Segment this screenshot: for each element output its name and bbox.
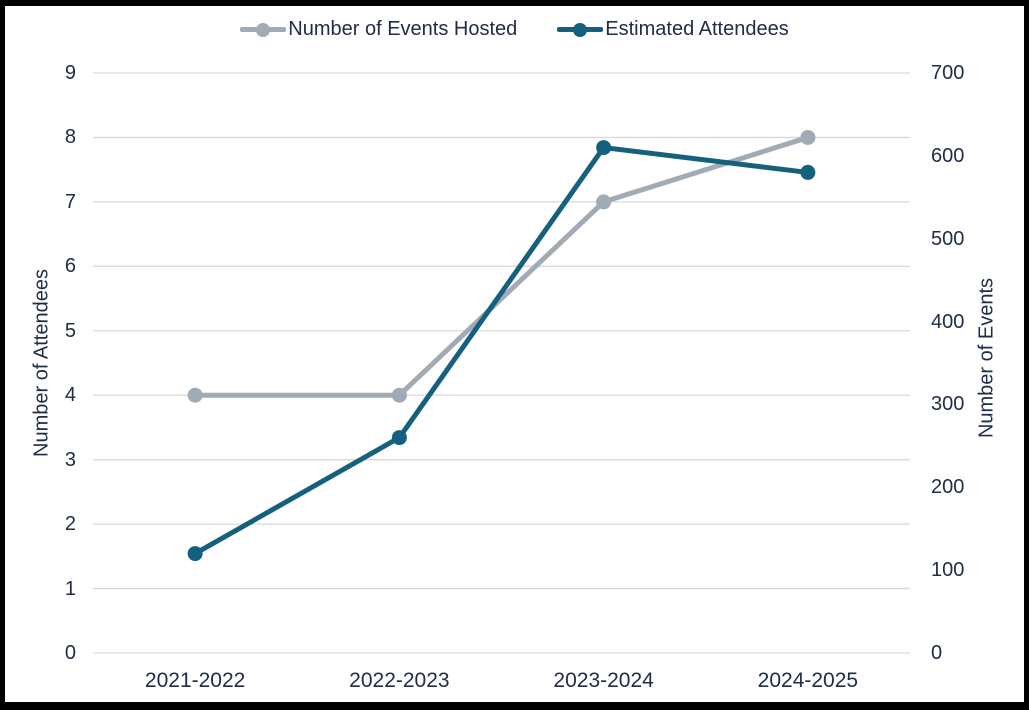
left-axis-tick-label: 6 [64, 255, 76, 278]
data-point-marker [187, 546, 203, 562]
x-axis-category-label: 2023-2024 [553, 669, 654, 692]
left-axis-tick-label: 9 [64, 62, 76, 84]
left-axis-tick-label: 8 [64, 126, 76, 149]
right-axis-tick-label: 600 [931, 144, 965, 167]
x-axis-category-label: 2021-2022 [144, 669, 246, 692]
x-axis-category-label: 2024-2025 [757, 669, 859, 692]
data-point-marker [596, 140, 612, 156]
data-point-marker [800, 129, 816, 145]
right-axis-tick-label: 500 [931, 227, 965, 250]
right-axis-tick-label: 100 [931, 559, 965, 582]
line-chart: Number of Events Hosted Estimated Attend… [5, 6, 1024, 702]
right-axis-title: Number of Events [975, 277, 998, 439]
legend-label-estimated-attendees: Estimated Attendees [605, 18, 789, 40]
x-axis-category-label: 2022-2023 [349, 669, 450, 692]
left-axis-tick-label: 0 [64, 642, 76, 664]
left-axis-tick-label: 3 [64, 448, 76, 471]
legend-item-estimated-attendees: Estimated Attendees [557, 18, 789, 41]
right-axis-tick-label: 300 [931, 393, 965, 416]
right-axis-tick-label: 400 [931, 310, 965, 333]
legend-label-events-hosted: Number of Events Hosted [288, 18, 518, 40]
series-line-1 [192, 145, 811, 557]
right-axis-tick-label: 700 [931, 62, 965, 84]
right-axis-tick-label: 0 [931, 642, 943, 664]
estimated-attendees-legend-marker-icon [557, 22, 604, 37]
plot-area [93, 72, 910, 654]
data-point-marker [391, 387, 407, 403]
left-axis-title: Number of Attendees [30, 269, 53, 457]
left-axis-tick-label: 7 [64, 190, 76, 213]
data-point-marker [596, 194, 612, 210]
left-axis-tick-label: 2 [64, 513, 76, 536]
data-point-marker [800, 164, 816, 180]
legend-item-events-hosted: Number of Events Hosted [240, 18, 517, 41]
right-axis-tick-label: 200 [931, 476, 965, 499]
legend: Number of Events Hosted Estimated Attend… [5, 18, 1024, 41]
left-axis-tick-label: 5 [64, 319, 76, 342]
left-axis-tick-label: 1 [64, 577, 76, 600]
data-point-marker [391, 430, 407, 446]
left-axis-tick-label: 4 [64, 384, 76, 407]
series-line-0 [192, 134, 811, 398]
data-point-marker [187, 387, 203, 403]
events-hosted-legend-marker-icon [240, 22, 287, 37]
